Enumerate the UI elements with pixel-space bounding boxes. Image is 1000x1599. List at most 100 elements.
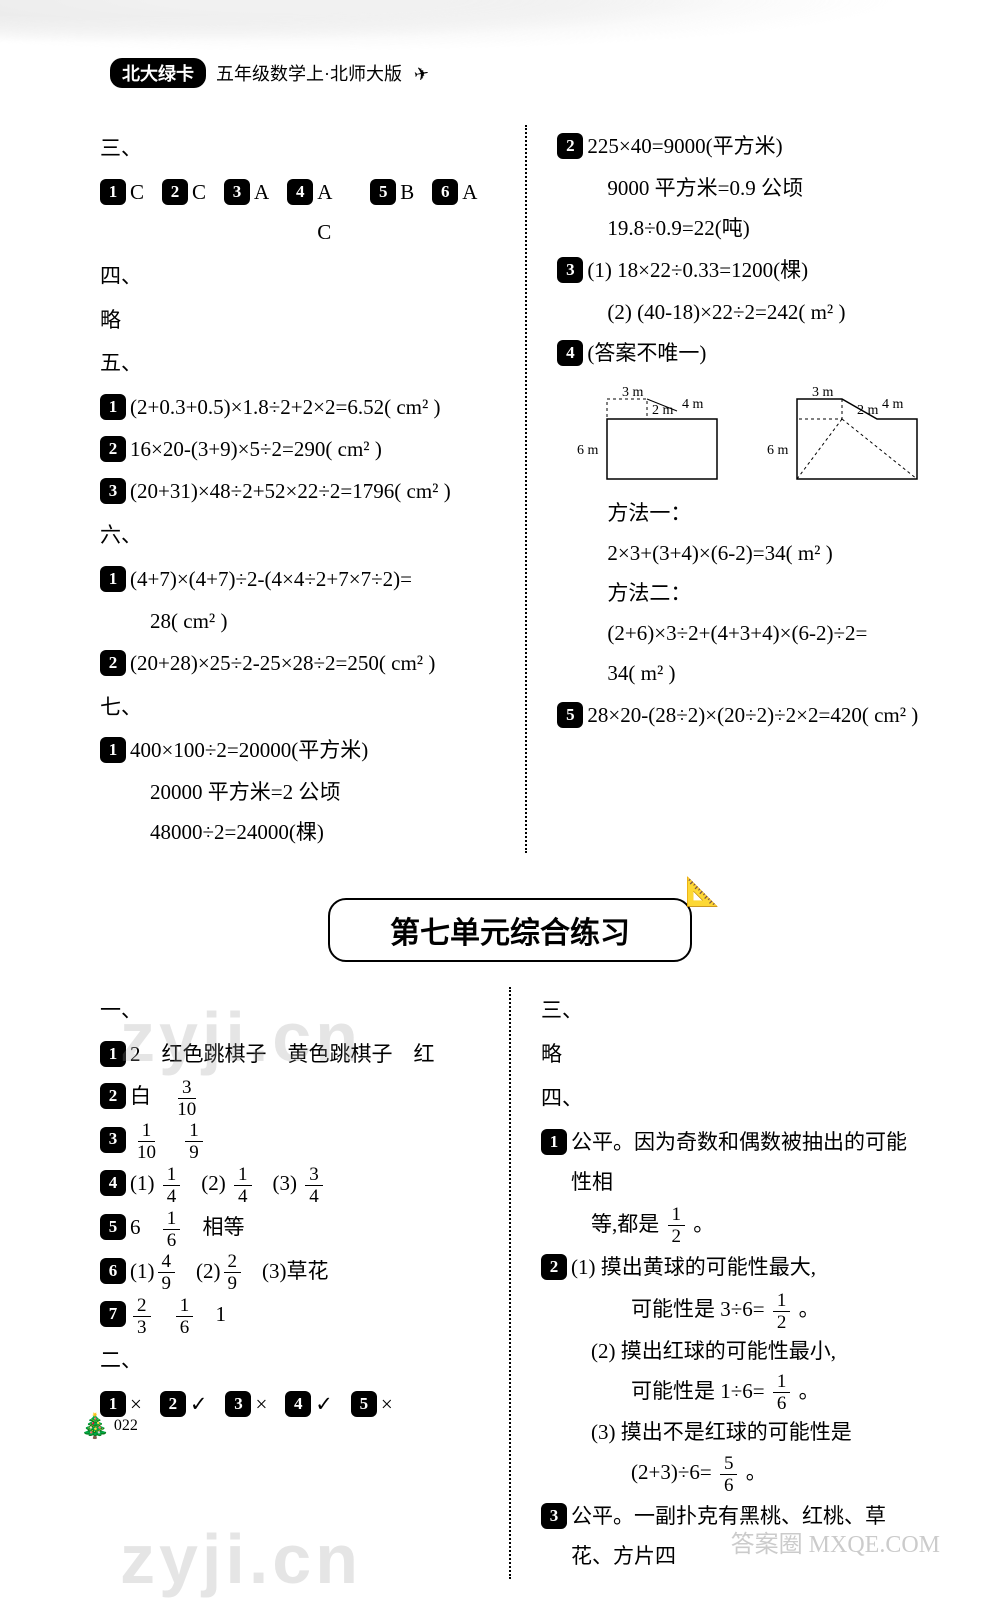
mark: ✓ [315, 1385, 333, 1425]
ans-6-1b: 28( cm² ) [150, 602, 495, 642]
heading-b2: 二、 [100, 1341, 479, 1381]
br-l2p1b: 可能性是 3÷6= 12 。 [631, 1290, 920, 1332]
ans-r-5: 5 28×20-(28÷2)×(20÷2)÷2×2=420( cm² ) [557, 696, 927, 736]
badge: 5 [351, 1391, 377, 1417]
badge: 3 [224, 179, 250, 205]
text: 公平。因为奇数和偶数被抽出的可能性相 [571, 1123, 920, 1203]
badge: 4 [100, 1170, 126, 1196]
text: 6 16 相等 [130, 1208, 245, 1250]
badge: 3 [100, 478, 126, 504]
b-l2: 2 白 310 [100, 1077, 479, 1119]
choice-text: A [254, 173, 269, 213]
choice-text: A [462, 173, 477, 213]
mark: ✓ [190, 1385, 208, 1425]
text: 公平。一副扑克有黑桃、红桃、草花、方片四 [571, 1497, 920, 1577]
omitted-b3: 略 [541, 1035, 920, 1075]
badge: 2 [100, 1083, 126, 1109]
text: 2 红色跳棋子 黄色跳棋子 红 [130, 1035, 435, 1075]
svg-text:4 m: 4 m [682, 397, 704, 412]
choice-text: A C [317, 173, 352, 253]
bottom-left-column: 一、 1 2 红色跳棋子 黄色跳棋子 红 2 白 310 3 110 19 [100, 987, 479, 1579]
badge: 5 [557, 702, 583, 728]
svg-text:6 m: 6 m [577, 443, 599, 458]
text: 16×20-(3+9)×5÷2=290( cm² ) [130, 430, 382, 470]
method1-label: 方法一： [607, 494, 927, 534]
ans-r-3: 3 (1) 18×22÷0.33=1200(棵) [557, 251, 927, 291]
b-l6: 6 (1)49 (2)29 (3)草花 [100, 1252, 479, 1294]
badge: 5 [370, 179, 396, 205]
badge: 1 [100, 566, 126, 592]
svg-text:3 m: 3 m [812, 385, 834, 400]
text: (1) 摸出黄球的可能性最大, [571, 1248, 816, 1288]
svg-text:4 m: 4 m [882, 397, 904, 412]
ans-r-2: 2 225×40=9000(平方米) [557, 127, 927, 167]
method2b: 34( m² ) [607, 654, 927, 694]
ans-r-2c: 19.8÷0.9=22(吨) [607, 209, 927, 249]
page-number: 022 [114, 1417, 138, 1434]
answer-row-3: 1C2C3A4A C5B6A [100, 173, 495, 253]
header-badge: 北大绿卡 [110, 58, 206, 88]
tree-icon: 🎄 [80, 1412, 110, 1441]
br-l2p3: (3) 摸出不是红球的可能性是 [591, 1413, 920, 1453]
part: (3)草花 [262, 1259, 329, 1283]
badge: 6 [100, 1258, 126, 1284]
ans-6-1: 1 (4+7)×(4+7)÷2-(4×4÷2+7×7÷2)= [100, 560, 495, 600]
omitted-4: 略 [100, 301, 495, 341]
answer-line: 216×20-(3+9)×5÷2=290( cm² ) [100, 430, 495, 470]
method2-label: 方法二： [607, 574, 927, 614]
text: (1) 14(2) 14(3) 34 [130, 1164, 344, 1206]
badge: 6 [432, 179, 458, 205]
heading-3: 三、 [100, 129, 495, 169]
badge: 2 [160, 1391, 186, 1417]
text: (20+28)×25÷2-25×28÷2=250( cm² ) [130, 644, 435, 684]
text: (答案不唯一) [587, 334, 706, 374]
header-subtitle: 五年级数学上·北师大版 [216, 60, 402, 86]
badge: 4 [285, 1391, 311, 1417]
badge: 3 [541, 1503, 567, 1529]
text: (1) 18×22÷0.33=1200(棵) [587, 251, 808, 291]
b-l4: 4 (1) 14(2) 14(3) 34 [100, 1164, 479, 1206]
text: 400×100÷2=20000(平方米) [130, 731, 368, 771]
top-right-column: 2 225×40=9000(平方米) 9000 平方米=0.9 公顷 19.8÷… [557, 125, 927, 853]
choice-text: B [400, 173, 414, 213]
badge: 1 [100, 1041, 126, 1067]
text: (4+7)×(4+7)÷2-(4×4÷2+7×7÷2)= [130, 560, 412, 600]
badge: 4 [557, 340, 583, 366]
diagram-row: 3 m 2 m 4 m 6 m 3 m 2 m 4 m 6 m [577, 384, 927, 484]
ans-r-2b: 9000 平方米=0.9 公顷 [607, 169, 927, 209]
answer-line: 1(2+0.3+0.5)×1.8÷2+2×2=6.52( cm² ) [100, 388, 495, 428]
heading-5: 五、 [100, 344, 495, 384]
svg-text:2 m: 2 m [857, 403, 879, 418]
paper-plane-icon: ✈ [412, 63, 431, 86]
ans-7-1c: 48000÷2=24000(棵) [150, 813, 495, 853]
part: (1)49 [130, 1259, 178, 1283]
choice-text: C [130, 173, 144, 213]
br-l2p2b: 可能性是 1÷6= 16 。 [631, 1372, 920, 1414]
text: (2+0.3+0.5)×1.8÷2+2×2=6.52( cm² ) [130, 388, 441, 428]
bottom-right-column: 三、 略 四、 1 公平。因为奇数和偶数被抽出的可能性相 等,都是 12 。 2… [541, 987, 920, 1579]
badge: 3 [100, 1127, 126, 1153]
text: 28×20-(28÷2)×(20÷2)÷2×2=420( cm² ) [587, 696, 918, 736]
heading-b1: 一、 [100, 991, 479, 1031]
ans-r-4: 4 (答案不唯一) [557, 334, 927, 374]
footer: 🎄 022 [80, 1412, 138, 1441]
b-row2: 1×2✓3×4✓5× [100, 1385, 479, 1425]
badge: 1 [541, 1129, 567, 1155]
part: (1) 14 [130, 1171, 183, 1195]
badge: 1 [100, 394, 126, 420]
unit-title: 第七单元综合练习 📐 [328, 898, 692, 962]
part: (2)29 [196, 1259, 244, 1283]
part: (3) 34 [273, 1171, 326, 1195]
ans-r-3b: (2) (40-18)×22÷2=242( m² ) [607, 293, 927, 333]
badge: 3 [557, 257, 583, 283]
choice-text: C [192, 173, 206, 213]
b-l3: 3 110 19 [100, 1121, 479, 1163]
b-l5: 5 6 16 相等 [100, 1208, 479, 1250]
badge: 2 [162, 179, 188, 205]
method2: (2+6)×3÷2+(4+3+4)×(6-2)÷2= [607, 614, 927, 654]
heading-6: 六、 [100, 516, 495, 556]
method1: 2×3+(3+4)×(6-2)=34( m² ) [607, 534, 927, 574]
text: 225×40=9000(平方米) [587, 127, 782, 167]
mark: × [381, 1385, 393, 1425]
badge: 5 [100, 1214, 126, 1240]
